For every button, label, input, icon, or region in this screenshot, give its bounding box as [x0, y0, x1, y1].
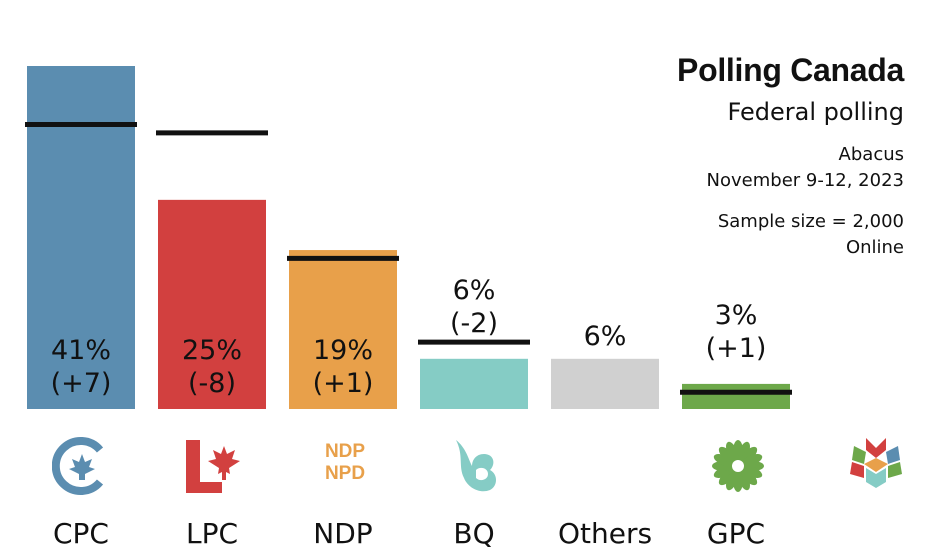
- ndp-logo-text-1: NDP: [324, 441, 366, 462]
- change-label-cpc: (+7): [51, 368, 112, 399]
- change-label-ndp: (+1): [313, 368, 374, 399]
- ndp-logo-icon: NDP NPD: [312, 441, 378, 485]
- chart-subtitle: Federal polling: [727, 98, 905, 126]
- bars-group: [27, 66, 790, 409]
- previous-markers-group: [25, 122, 792, 395]
- category-label-ndp: NDP: [313, 517, 372, 550]
- change-label-gpc: (+1): [706, 333, 767, 364]
- sample-size: Sample size = 2,000: [717, 211, 904, 232]
- value-label-lpc: 25%: [182, 335, 242, 366]
- change-label-bq: (-2): [450, 308, 498, 339]
- bq-logo-icon: [456, 440, 496, 492]
- bar-bq: [420, 358, 528, 409]
- change-label-lpc: (-8): [188, 368, 236, 399]
- value-label-others: 6%: [584, 321, 627, 352]
- category-labels-group: CPC LPC NDP BQ Others GPC: [53, 517, 765, 550]
- lpc-logo-icon: [186, 440, 240, 493]
- bar-ndp: [289, 250, 397, 409]
- value-label-cpc: 41%: [51, 335, 111, 366]
- chart-title: Polling Canada: [677, 52, 904, 88]
- gpc-petal: [737, 441, 750, 463]
- value-label-gpc: 3%: [715, 300, 758, 331]
- poll-dates: November 9-12, 2023: [706, 170, 904, 191]
- value-label-bq: 6%: [453, 275, 496, 306]
- poll-method: Online: [845, 237, 904, 258]
- gpc-petal: [741, 465, 763, 478]
- ndp-logo-text-2: NPD: [324, 463, 366, 484]
- sample-info: Sample size = 2,000 Online: [718, 209, 904, 261]
- gpc-petal: [726, 469, 739, 491]
- pollster-name: Abacus: [838, 144, 904, 165]
- category-label-gpc: GPC: [707, 517, 765, 550]
- value-label-ndp: 19%: [313, 335, 373, 366]
- category-label-others: Others: [558, 517, 652, 550]
- poll-info: Abacus November 9-12, 2023: [707, 142, 904, 194]
- gpc-petal: [726, 441, 739, 463]
- ppc-logo-icon: [850, 438, 902, 488]
- bar-gpc: [682, 383, 790, 409]
- category-label-cpc: CPC: [53, 517, 109, 550]
- category-label-bq: BQ: [453, 517, 494, 550]
- bar-lpc: [158, 199, 266, 409]
- value-labels-group: 41%(+7)25%(-8)19%(+1)6%(-2) 6%3%(+1): [51, 275, 767, 399]
- category-label-lpc: LPC: [186, 517, 238, 550]
- bar-others: [551, 358, 659, 409]
- cpc-logo-icon: [52, 437, 104, 495]
- gpc-logo-icon: [712, 440, 764, 492]
- gpc-petal: [713, 454, 735, 467]
